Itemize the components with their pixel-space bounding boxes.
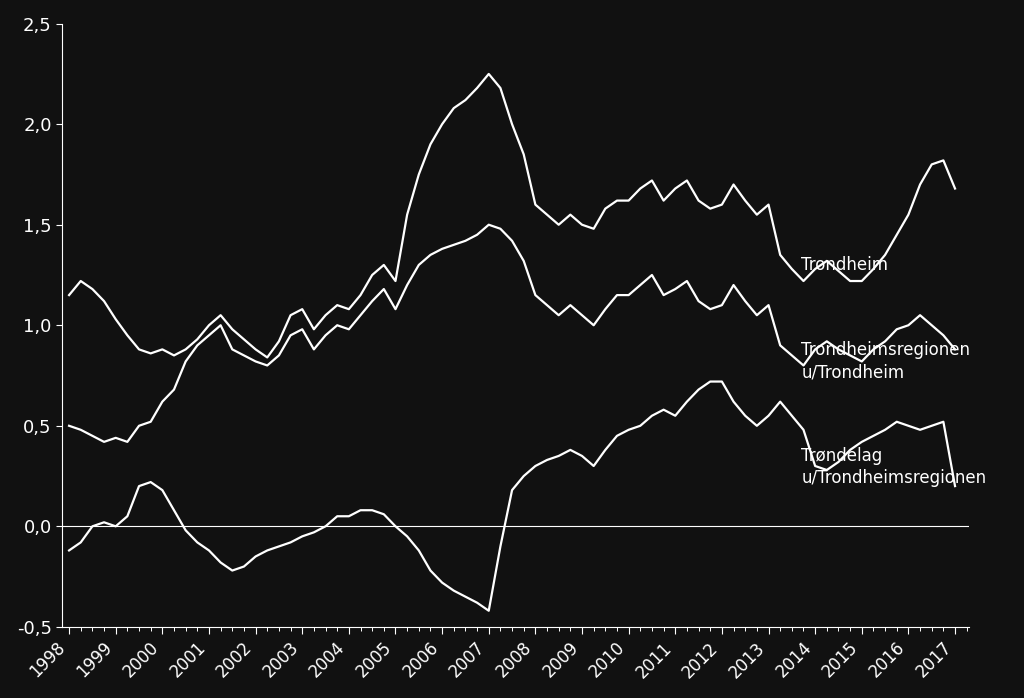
Text: Trondheim: Trondheim xyxy=(801,256,888,274)
Text: Trøndelag
u/Trondheimsregionen: Trøndelag u/Trondheimsregionen xyxy=(801,447,986,487)
Text: Trondheimsregionen
u/Trondheim: Trondheimsregionen u/Trondheim xyxy=(801,341,971,382)
